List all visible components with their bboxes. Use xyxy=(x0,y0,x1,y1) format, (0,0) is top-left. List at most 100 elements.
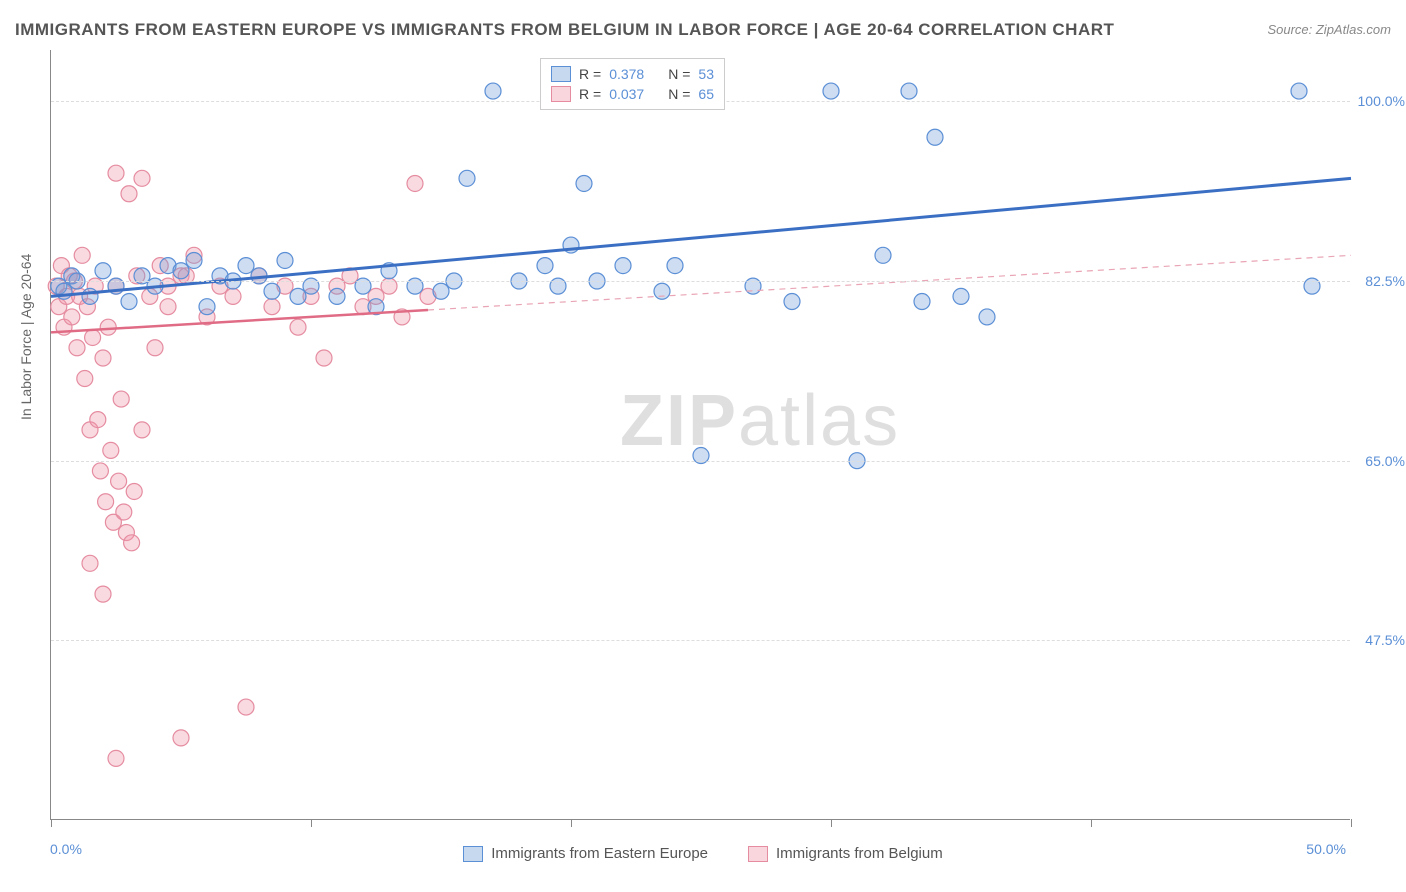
legend-swatch xyxy=(748,846,768,862)
legend-label: Immigrants from Belgium xyxy=(776,845,943,862)
data-point xyxy=(121,186,137,202)
data-point xyxy=(74,247,90,263)
r-value: 0.378 xyxy=(609,66,644,82)
scatter-svg xyxy=(51,50,1351,820)
r-value: 0.037 xyxy=(609,86,644,102)
data-point xyxy=(113,391,129,407)
n-label: N = xyxy=(668,66,690,82)
data-point xyxy=(277,252,293,268)
data-point xyxy=(134,422,150,438)
source-attribution: Source: ZipAtlas.com xyxy=(1267,22,1391,37)
data-point xyxy=(64,309,80,325)
data-point xyxy=(784,294,800,310)
y-tick-label: 65.0% xyxy=(1365,453,1405,469)
data-point xyxy=(615,258,631,274)
n-label: N = xyxy=(668,86,690,102)
data-point xyxy=(100,319,116,335)
data-point xyxy=(290,288,306,304)
n-value: 53 xyxy=(698,66,714,82)
data-point xyxy=(82,288,98,304)
data-point xyxy=(667,258,683,274)
data-point xyxy=(654,283,670,299)
data-point xyxy=(238,699,254,715)
r-label: R = xyxy=(579,86,601,102)
legend-item: Immigrants from Belgium xyxy=(748,845,943,862)
y-tick-label: 100.0% xyxy=(1358,93,1405,109)
data-point xyxy=(290,319,306,335)
chart-plot-area: 47.5%65.0%82.5%100.0% xyxy=(50,50,1350,820)
data-point xyxy=(95,263,111,279)
data-point xyxy=(95,350,111,366)
data-point xyxy=(77,371,93,387)
x-tick xyxy=(571,819,572,827)
data-point xyxy=(121,294,137,310)
data-point xyxy=(82,555,98,571)
data-point xyxy=(98,494,114,510)
data-point xyxy=(225,288,241,304)
gridline xyxy=(51,461,1350,462)
trend-line-extrapolated xyxy=(428,255,1351,310)
data-point xyxy=(576,175,592,191)
data-point xyxy=(186,252,202,268)
data-point xyxy=(90,412,106,428)
legend-label: Immigrants from Eastern Europe xyxy=(491,845,708,862)
data-point xyxy=(979,309,995,325)
x-tick xyxy=(311,819,312,827)
data-point xyxy=(147,340,163,356)
data-point xyxy=(69,340,85,356)
data-point xyxy=(173,730,189,746)
y-axis-title: In Labor Force | Age 20-64 xyxy=(18,254,34,420)
data-point xyxy=(238,258,254,274)
data-point xyxy=(1291,83,1307,99)
gridline xyxy=(51,281,1350,282)
data-point xyxy=(823,83,839,99)
data-point xyxy=(108,165,124,181)
chart-title: IMMIGRANTS FROM EASTERN EUROPE VS IMMIGR… xyxy=(15,20,1114,40)
data-point xyxy=(126,483,142,499)
x-tick xyxy=(51,819,52,827)
correlation-legend: R = 0.378 N = 53 R = 0.037 N = 65 xyxy=(540,58,725,110)
data-point xyxy=(875,247,891,263)
data-point xyxy=(537,258,553,274)
data-point xyxy=(316,350,332,366)
data-point xyxy=(485,83,501,99)
x-tick xyxy=(831,819,832,827)
data-point xyxy=(134,170,150,186)
y-tick-label: 82.5% xyxy=(1365,273,1405,289)
data-point xyxy=(160,299,176,315)
legend-swatch xyxy=(551,66,571,82)
data-point xyxy=(914,294,930,310)
data-point xyxy=(199,299,215,315)
trend-line xyxy=(51,178,1351,296)
data-point xyxy=(264,299,280,315)
gridline xyxy=(51,640,1350,641)
legend-row: R =0.378N =53 xyxy=(551,64,714,84)
x-tick xyxy=(1091,819,1092,827)
x-tick xyxy=(1351,819,1352,827)
data-point xyxy=(901,83,917,99)
data-point xyxy=(433,283,449,299)
data-point xyxy=(927,129,943,145)
data-point xyxy=(85,329,101,345)
source-prefix: Source: xyxy=(1267,22,1315,37)
source-link[interactable]: ZipAtlas.com xyxy=(1316,22,1391,37)
data-point xyxy=(173,263,189,279)
legend-swatch xyxy=(463,846,483,862)
data-point xyxy=(459,170,475,186)
data-point xyxy=(124,535,140,551)
data-point xyxy=(103,442,119,458)
data-point xyxy=(116,504,132,520)
data-point xyxy=(329,288,345,304)
data-point xyxy=(264,283,280,299)
legend-item: Immigrants from Eastern Europe xyxy=(463,845,708,862)
data-point xyxy=(92,463,108,479)
n-value: 65 xyxy=(698,86,714,102)
data-point xyxy=(108,750,124,766)
data-point xyxy=(407,175,423,191)
data-point xyxy=(953,288,969,304)
y-tick-label: 47.5% xyxy=(1365,632,1405,648)
legend-swatch xyxy=(551,86,571,102)
data-point xyxy=(111,473,127,489)
data-point xyxy=(95,586,111,602)
legend-row: R = 0.037 N = 65 xyxy=(551,84,714,104)
